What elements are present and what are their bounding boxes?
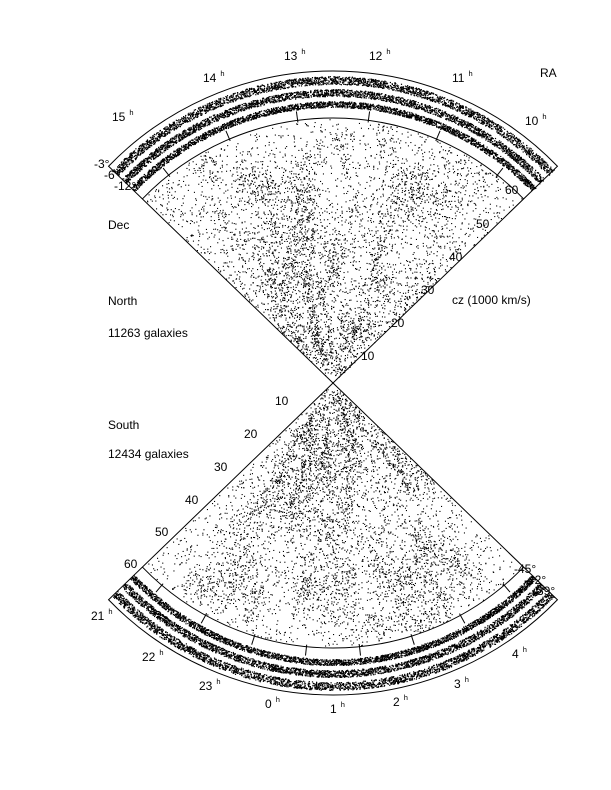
ra-axis-label: RA	[540, 66, 557, 80]
cz-label-south-60: 60	[124, 557, 138, 571]
ra-label-23h: 23 h	[199, 677, 221, 693]
north-galaxy-points	[147, 119, 522, 378]
cz-label-south-50: 50	[155, 525, 169, 539]
dec-label-south-3: -39°	[533, 584, 555, 598]
cz-label-north-20: 20	[391, 316, 405, 330]
south-cz-labels: 10 20 30 40 50 60	[124, 394, 289, 571]
south-galaxy-points	[148, 389, 514, 646]
cz-label-north-60: 60	[505, 183, 519, 197]
ra-label-21h: 21 h	[91, 607, 113, 623]
south-declination-strips	[113, 576, 554, 692]
ra-label-22h: 22 h	[142, 648, 164, 664]
cz-label-north-40: 40	[449, 250, 463, 264]
south-wedge	[109, 383, 558, 695]
cz-label-south-10: 10	[275, 394, 289, 408]
cz-label-north-50: 50	[476, 217, 490, 231]
dec-axis-label: Dec	[108, 218, 129, 232]
north-cz-labels: 10 20 30 40 50 60	[361, 183, 519, 363]
south-label: South	[108, 418, 139, 432]
ra-label-12h: 12 h	[369, 47, 391, 63]
ra-label-10h: 10 h	[525, 112, 547, 128]
cz-axis-label: cz (1000 km/s)	[452, 293, 531, 307]
south-galaxy-count: 12434 galaxies	[108, 447, 189, 461]
ra-label-14h: 14 h	[203, 69, 225, 85]
north-label: North	[108, 294, 137, 308]
cz-label-north-10: 10	[361, 349, 375, 363]
ra-label-15h: 15 h	[112, 108, 134, 124]
cz-label-south-30: 30	[214, 460, 228, 474]
ra-label-13h: 13 h	[284, 47, 306, 63]
cz-label-north-30: 30	[421, 283, 435, 297]
north-galaxy-count: 11263 galaxies	[108, 326, 188, 340]
cz-label-south-40: 40	[185, 493, 199, 507]
dec-label-north-3: -12°	[114, 179, 136, 193]
cz-label-south-20: 20	[244, 427, 258, 441]
ra-label-11h: 11 h	[452, 69, 473, 85]
